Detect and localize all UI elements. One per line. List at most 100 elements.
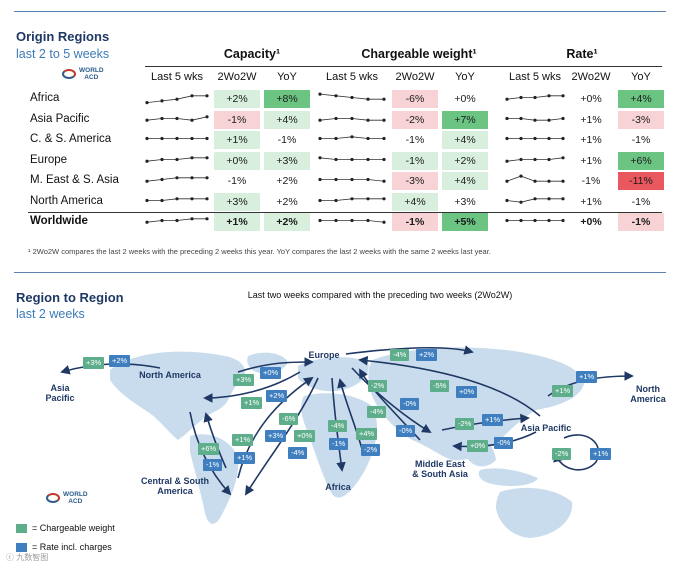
col-head-2wo2w-1: 2Wo2W	[395, 71, 435, 83]
sparkline-point	[519, 116, 523, 120]
col-head-2wo2w-2: 2Wo2W	[571, 71, 611, 83]
sparkline-point	[382, 97, 386, 101]
cell-3-1: +3%	[264, 151, 310, 170]
sparkline-point	[190, 196, 194, 200]
badge-chargeable-weight: +1%	[552, 385, 574, 397]
logo-line2: ACD	[68, 498, 83, 505]
sparkline-point	[190, 176, 194, 180]
cell-5-5: -1%	[618, 192, 664, 211]
top-rule	[14, 11, 666, 12]
sparkline-point	[382, 196, 386, 200]
sparkline-1-2	[505, 116, 565, 122]
label-asia-pacific-west: Asia Pacific	[45, 383, 75, 403]
sparkline-point	[190, 94, 194, 98]
sparkline-point	[318, 198, 322, 202]
sparkline-point	[334, 116, 338, 120]
row-label-4: M. East & S. Asia	[30, 174, 119, 186]
sparkline-point	[505, 116, 509, 120]
logo-line1: WORLD	[63, 491, 88, 498]
sparkline-point	[145, 220, 149, 224]
sparkline-point	[190, 217, 194, 221]
sparkline-point	[318, 136, 322, 141]
col-head-yoy-0: YoY	[277, 71, 297, 83]
sparkline-0-2	[505, 94, 565, 101]
sparkline-point	[366, 97, 370, 101]
group-rule-1	[318, 66, 520, 67]
row-label-2: C. & S. America	[30, 133, 112, 145]
sparkline-point	[334, 218, 338, 223]
sparkline-point	[145, 118, 149, 122]
sparkline-point	[160, 198, 164, 202]
sparkline-point	[561, 196, 565, 200]
cell-1-5: -3%	[618, 110, 664, 129]
sparkline-point	[175, 157, 179, 161]
sparkline-point	[175, 97, 179, 101]
sparkline-point	[318, 155, 322, 159]
origin-subtitle: last 2 to 5 weeks	[16, 47, 110, 61]
mid-rule	[14, 272, 666, 273]
sparkline-point	[533, 157, 537, 161]
globe-icon	[62, 69, 76, 79]
cell-2-3: +4%	[442, 131, 488, 149]
sparkline-5-1	[318, 196, 386, 202]
world-acd-logo: WORLD ACD	[62, 67, 104, 81]
cell-4-4: -1%	[568, 172, 614, 190]
badge-rate: +3%	[265, 430, 287, 442]
sparkline-point	[334, 136, 338, 141]
sparkline-point	[334, 94, 338, 98]
sparkline-point	[366, 118, 370, 122]
cell-1-0: -1%	[214, 110, 260, 129]
cell-0-4: +0%	[568, 90, 614, 108]
legend-blue-swatch	[16, 542, 27, 552]
sparkline-point	[205, 136, 209, 141]
col-head-2wo2w-0: 2Wo2W	[217, 71, 257, 83]
sparkline-point	[519, 174, 523, 178]
sparkline-0-1	[318, 92, 386, 101]
sparkline-point	[561, 94, 565, 98]
badge-rate: +0%	[260, 367, 282, 379]
sparkline-point	[505, 97, 509, 101]
sparkline-0-0	[145, 94, 209, 105]
sparkline-4-0	[145, 176, 209, 183]
flow-eu-ap	[345, 345, 474, 355]
row-label-5: North America	[30, 194, 103, 207]
sparkline-point	[519, 157, 523, 161]
sparkline-point	[505, 198, 509, 202]
group-title-2: Rate¹	[566, 47, 598, 61]
row-label-1: Asia Pacific	[30, 112, 90, 125]
sparkline-point	[318, 118, 322, 122]
sparkline-point	[382, 220, 386, 224]
sparkline-point	[190, 118, 194, 122]
sparkline-point	[175, 196, 179, 200]
sparkline-3-1	[318, 155, 386, 161]
label-north-america: North America	[139, 370, 201, 380]
badge-rate: +1%	[590, 448, 612, 460]
sparkline-point	[318, 218, 322, 223]
sparkline-point	[561, 136, 565, 141]
sparkline-5-0	[145, 196, 209, 202]
cell-0-1: +8%	[264, 90, 310, 108]
cell-6-4: +0%	[568, 213, 614, 231]
badge-chargeable-weight: +0%	[467, 440, 489, 452]
sparkline-point	[318, 177, 322, 182]
cell-4-2: -3%	[392, 172, 438, 190]
land-north-america	[110, 351, 245, 440]
sparkline-point	[533, 95, 537, 100]
group-title-1: Chargeable weight¹	[361, 47, 477, 61]
origin-title: Origin Regions	[16, 29, 110, 44]
group-rule-2	[502, 66, 662, 67]
badge-chargeable-weight: -4%	[390, 349, 410, 361]
sparkline-point	[334, 198, 338, 202]
sparkline-2-0	[145, 136, 209, 141]
cell-4-5: -11%	[618, 172, 664, 190]
sparkline-3-0	[145, 155, 209, 163]
sparkline-point	[334, 157, 338, 161]
legend-chargeable-weight: = Chargeable weight	[16, 523, 115, 533]
world-acd-logo-map: WORLD ACD	[46, 491, 88, 505]
logo-line2: ACD	[84, 74, 99, 81]
badge-chargeable-weight: -2%	[368, 380, 388, 392]
sparkline-2-2	[505, 136, 565, 141]
group-rule-0	[145, 66, 359, 67]
sparkline-point	[366, 177, 370, 182]
cell-3-2: -1%	[392, 151, 438, 170]
